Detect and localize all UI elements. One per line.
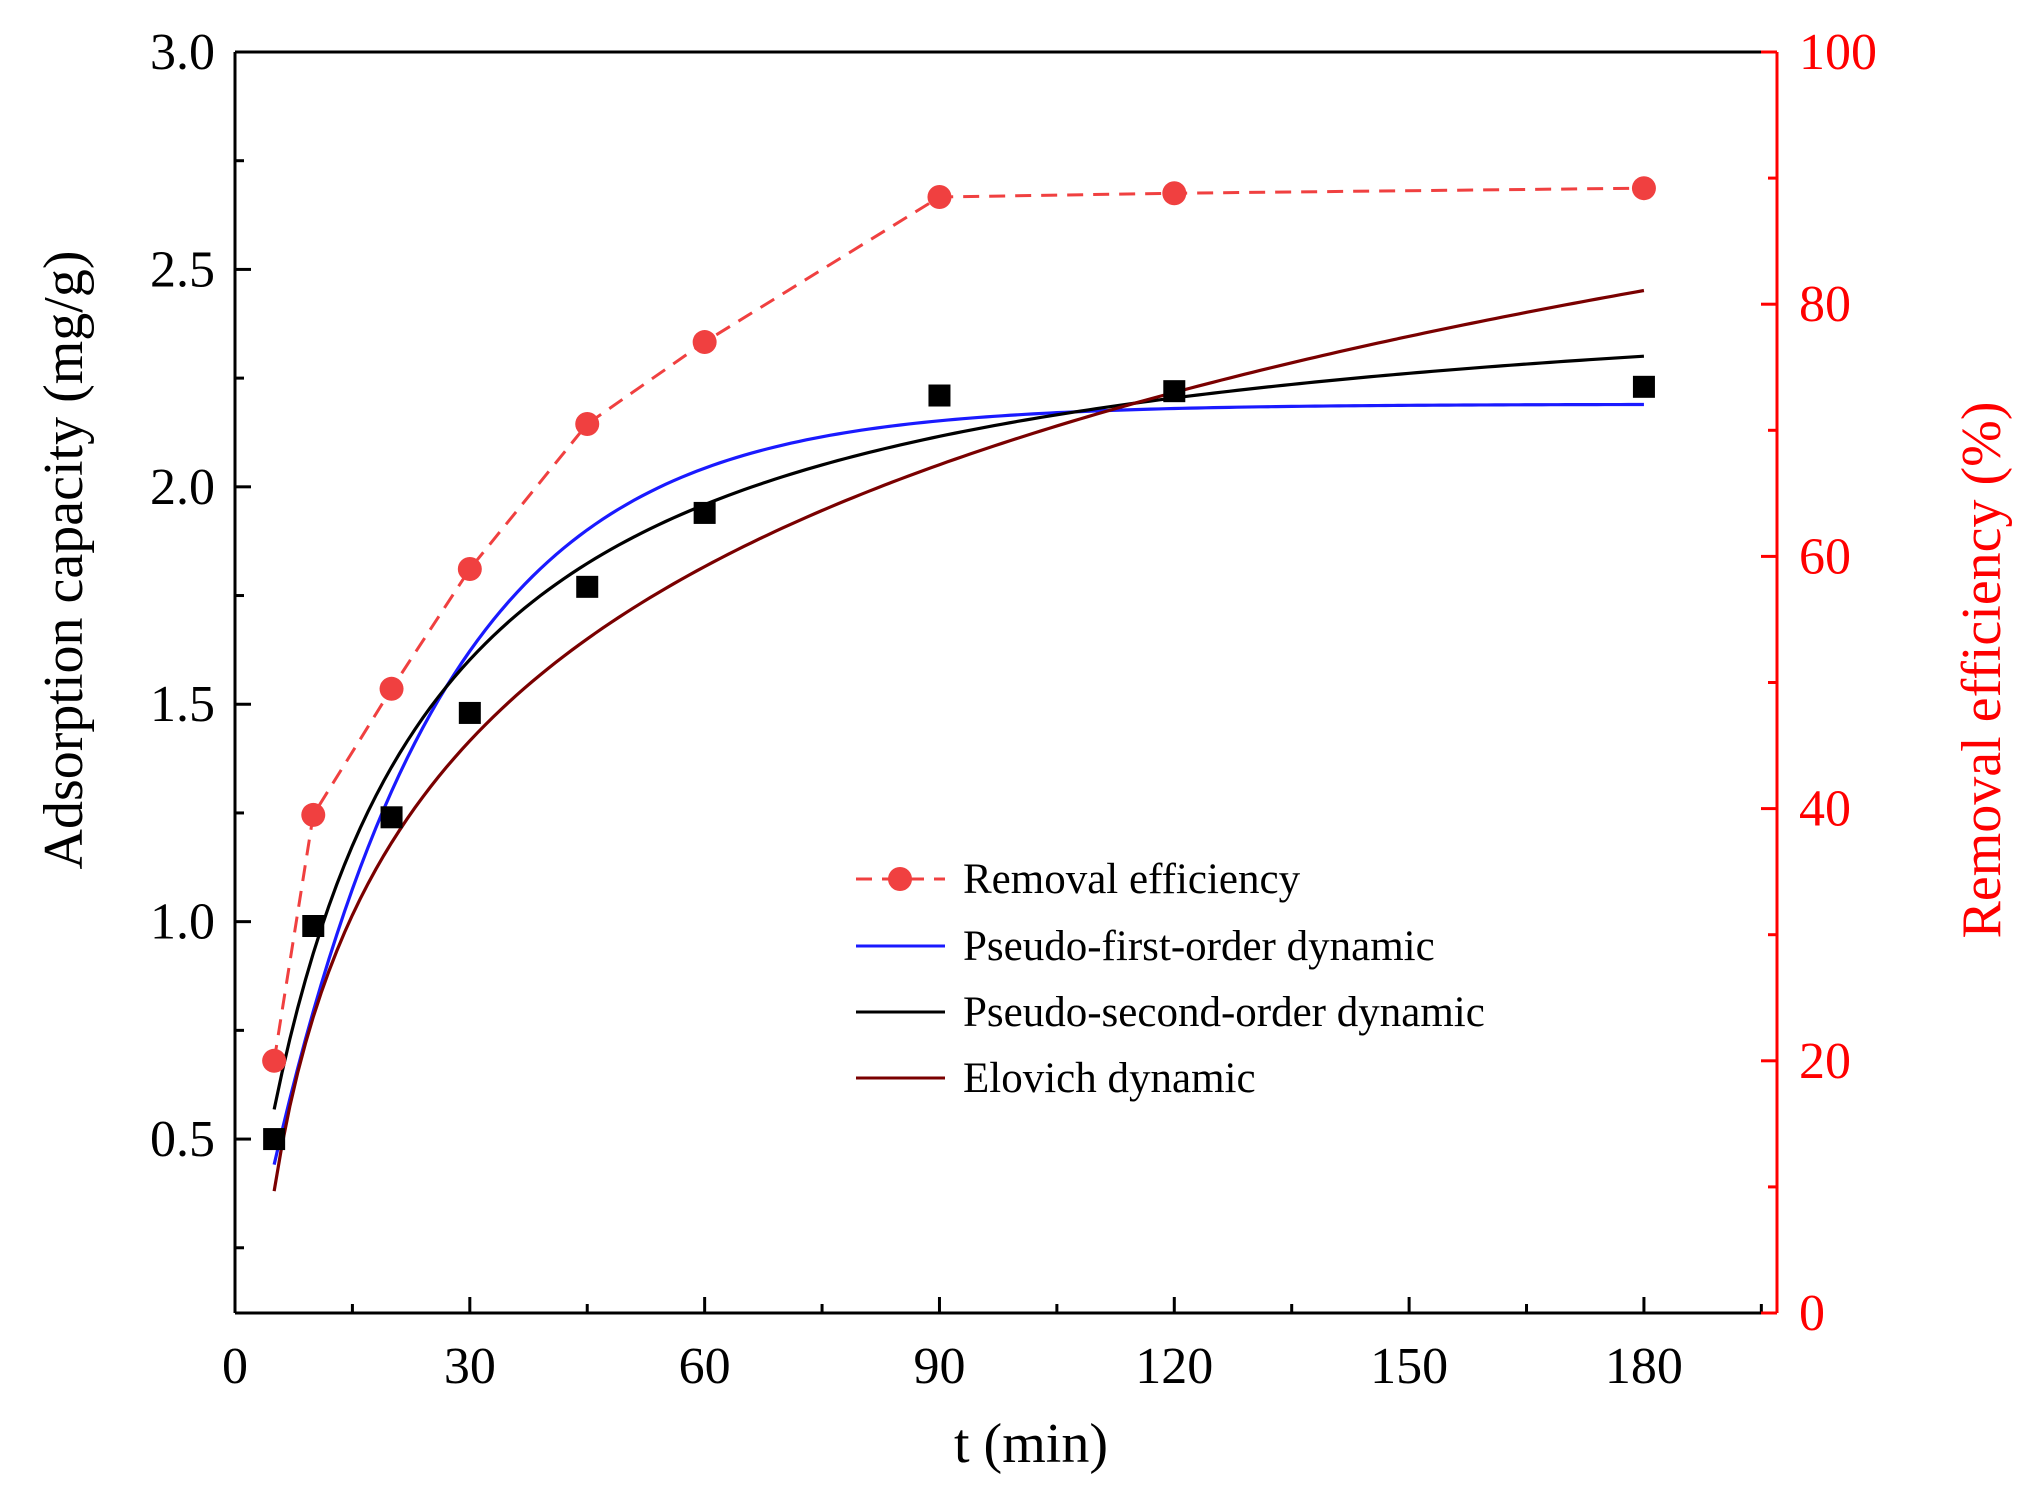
curve-elovich [272,288,1645,1192]
legend-entry-elovich: Elovich dynamic [856,1055,1256,1102]
x-tick-label: 30 [444,1338,496,1395]
capacity-point [263,1128,286,1151]
removal-line [272,186,1644,1062]
y2-tick-label: 100 [1799,24,1877,81]
legend-marker-removal [888,867,912,891]
x-tick-label: 60 [679,1338,731,1395]
legend-entry-pso: Pseudo-second-order dynamic [856,989,1485,1036]
legend: Removal efficiency Pseudo-first-order dy… [856,856,1485,1102]
removal-efficiency-series [262,176,1656,1073]
y-tick-label: 2.5 [150,241,215,298]
removal-point [692,330,717,355]
x-tick-label: 120 [1135,1338,1213,1395]
removal-point [457,557,482,582]
capacity-point [1163,380,1186,403]
capacity-point [1632,375,1655,398]
y-tick-label: 1.5 [150,676,215,733]
capacity-point [928,384,951,407]
x-tick-label: 0 [222,1338,248,1395]
capacity-point [693,501,716,524]
removal-point [575,411,600,436]
legend-label-elovich: Elovich dynamic [963,1055,1256,1102]
capacity-point [380,806,403,829]
capacity-points [263,375,1655,1151]
x-axis-label: t (min) [954,1413,1108,1475]
removal-point [1631,176,1656,201]
y2-tick-label: 20 [1799,1033,1851,1090]
y-tick-label: 0.5 [150,1111,215,1168]
ticks: 0 30 60 90 120 150 180 0.5 1.0 1.5 2.0 2.5 3.0 0 20 40 6… [150,24,1877,1395]
legend-label-removal: Removal efficiency [963,856,1301,903]
removal-point [379,676,404,701]
y-tick-label: 2.0 [150,459,215,516]
y2-tick-label: 0 [1799,1285,1825,1342]
legend-entry-pfo: Pseudo-first-order dynamic [856,923,1435,970]
x-tick-label: 180 [1605,1338,1683,1395]
y-tick-label: 1.0 [150,894,215,951]
removal-point [301,802,326,827]
curve-pso [272,354,1645,1110]
legend-entry-removal: Removal efficiency [856,856,1301,903]
y2-tick-label: 80 [1799,276,1851,333]
y-tick-label: 3.0 [150,24,215,81]
removal-point [262,1048,287,1073]
capacity-point [458,701,481,724]
curve-pfo [272,402,1644,1165]
removal-point [927,185,952,210]
axes [233,50,1779,1315]
y-axis-label: Adsorption capacity (mg/g) [33,251,95,870]
removal-point [1162,181,1187,206]
y2-tick-label: 60 [1799,528,1851,585]
legend-label-pso: Pseudo-second-order dynamic [963,989,1485,1036]
x-tick-label: 90 [913,1338,965,1395]
capacity-point [302,915,325,938]
capacity-point [576,575,599,598]
y2-axis-label: Removal efficiency (%) [1951,402,2013,939]
fit-curves [272,288,1645,1192]
y2-tick-label: 40 [1799,781,1851,838]
x-tick-label: 150 [1370,1338,1448,1395]
legend-label-pfo: Pseudo-first-order dynamic [963,923,1435,970]
